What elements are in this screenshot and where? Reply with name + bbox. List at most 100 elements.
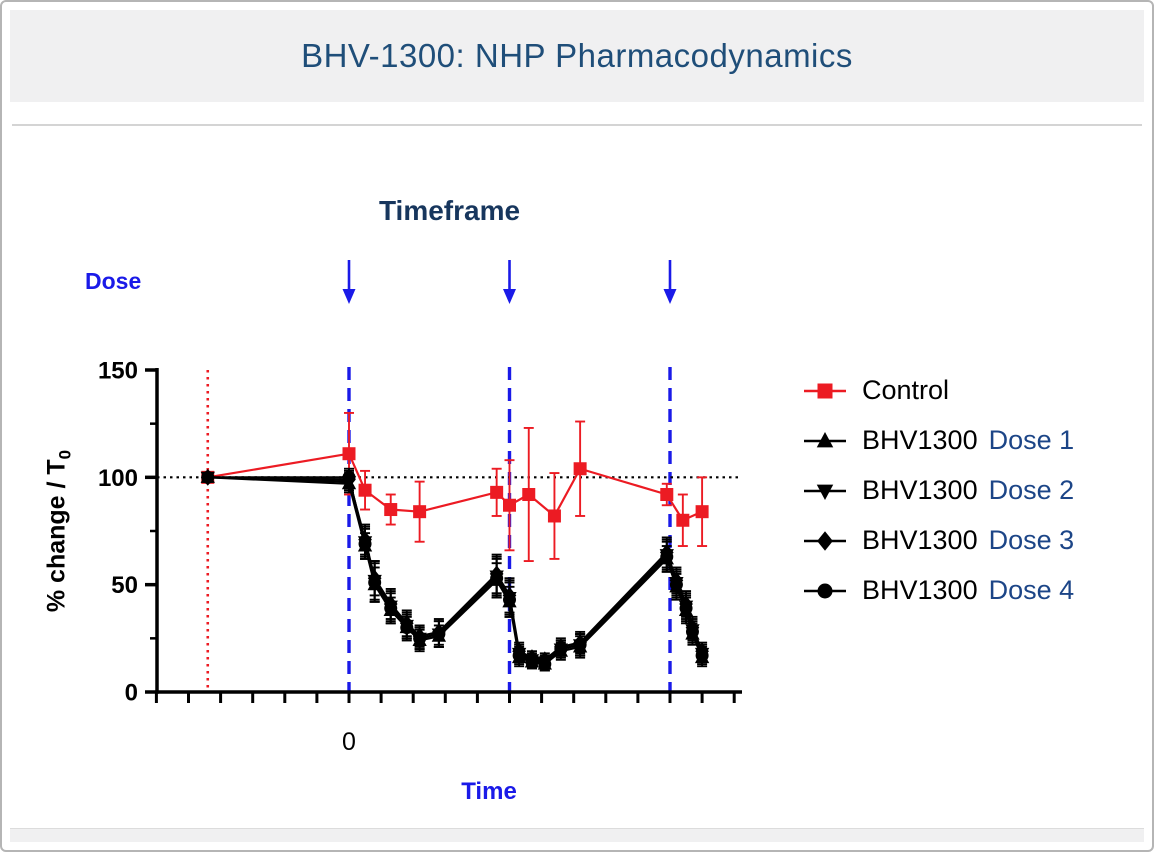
y-tick-label: 50 [111, 572, 138, 599]
diamond-marker [489, 565, 504, 583]
triangle-down-marker [524, 654, 540, 668]
y-axis-label: % change / T0 [43, 450, 76, 612]
circle-marker [432, 627, 446, 641]
square-marker [201, 470, 215, 484]
triangle-up-marker [367, 576, 382, 591]
circle-marker [685, 625, 699, 639]
y-tick-label: 0 [125, 680, 138, 707]
triangle-up-marker [572, 639, 588, 653]
circle-marker [695, 649, 709, 663]
diamond-marker [669, 571, 684, 589]
legend-label-blue: Dose 3 [988, 525, 1075, 555]
page-title: BHV-1300: NHP Pharmacodynamics [301, 37, 853, 74]
series-control [201, 411, 709, 563]
square-marker [490, 485, 504, 499]
circle-marker [503, 593, 516, 607]
square-marker [522, 488, 536, 502]
square-marker [573, 462, 587, 476]
triangle-down-marker [502, 592, 517, 606]
triangle-down-marker [412, 632, 427, 647]
header-bar: BHV-1300: NHP Pharmacodynamics [10, 10, 1144, 102]
footer-bar [10, 828, 1144, 842]
triangle-up-marker [669, 579, 684, 593]
legend-marker-circle [804, 583, 846, 598]
legend-item-bhv1300-dose-2: BHV1300 Dose 2 [802, 474, 1074, 507]
chart-legend: Control BHV1300 Dose 1 BHV1300 Dose 2 BHV1300… [802, 374, 1074, 607]
triangle-down-marker [659, 549, 674, 563]
diamond-marker [512, 642, 526, 660]
diamond-marker [412, 627, 427, 645]
axes: 0 50 100 150 [98, 358, 742, 707]
diamond-marker [200, 468, 215, 486]
circle-marker [525, 655, 539, 669]
triangle-down-marker [685, 624, 700, 638]
square-marker [676, 513, 690, 527]
circle-marker [679, 601, 693, 615]
chart-title: Timeframe [378, 195, 521, 226]
triangle-up-marker [816, 431, 834, 447]
diamond-marker [573, 634, 587, 652]
series-bhv1300-dose-4 [201, 467, 709, 672]
legend-label-blue: Dose 1 [988, 425, 1075, 455]
square-marker [547, 509, 561, 523]
triangle-down-marker [399, 619, 414, 634]
circle-marker [368, 576, 382, 590]
triangle-up-marker [678, 602, 694, 616]
series-bhv1300-dose-2 [200, 471, 710, 670]
diamond-marker [367, 569, 382, 587]
circle-marker [660, 550, 674, 564]
y-axis-label-sub: 0 [55, 449, 75, 460]
legend-marker-triangle-down [804, 484, 846, 500]
circle-marker [538, 657, 552, 671]
diamond-marker [679, 595, 693, 613]
circle-marker [400, 621, 414, 635]
circle-marker [358, 537, 372, 551]
triangle-up-marker [694, 649, 710, 664]
circle-marker [512, 649, 526, 663]
legend-item-bhv1300-dose-3: BHV1300 Dose 3 [802, 524, 1074, 557]
y-tick-label: 150 [98, 358, 138, 385]
square-marker [413, 505, 427, 519]
circle-marker [573, 638, 587, 652]
triangle-down-marker [341, 476, 357, 490]
square-marker [660, 488, 674, 502]
diamond-marker [383, 595, 398, 613]
series-line [207, 476, 704, 661]
triangle-up-marker [489, 572, 504, 586]
triangle-down-marker [669, 576, 684, 591]
triangle-up-marker [399, 619, 414, 634]
triangle-down-marker [694, 647, 710, 662]
dose-arrow-head [663, 289, 677, 304]
diamond-marker [342, 471, 356, 488]
diamond-marker [525, 649, 539, 667]
reference-lines [157, 367, 742, 692]
x-tick-label-zero: 0 [342, 728, 356, 756]
square-marker [503, 498, 516, 512]
series-line [207, 476, 704, 666]
triangle-up-marker [553, 643, 569, 657]
square-marker [384, 503, 398, 517]
legend-label-blue: Dose 4 [988, 575, 1075, 605]
circle-marker [669, 578, 683, 592]
legend-marker-diamond [804, 530, 846, 551]
triangle-up-marker [383, 602, 398, 616]
triangle-down-marker [489, 570, 504, 584]
triangle-down-marker [367, 574, 382, 589]
triangle-down-marker [383, 600, 398, 614]
triangle-up-marker [357, 538, 373, 552]
circle-marker [201, 470, 215, 484]
dose-arrows [342, 260, 677, 304]
triangle-up-marker [502, 594, 517, 608]
triangle-down-marker [553, 643, 569, 657]
triangle-up-marker [412, 632, 427, 647]
series-line [207, 476, 704, 666]
diamond-marker [695, 642, 709, 660]
legend-label-black: Control [862, 375, 950, 405]
legend-label-blue: Dose 2 [988, 475, 1075, 505]
circle-marker [413, 631, 427, 645]
dose-arrow-head [342, 289, 356, 304]
legend-label-black: BHV1300 [862, 575, 978, 605]
diamond-marker [659, 544, 674, 561]
series-bhv1300-dose-1 [200, 469, 710, 672]
